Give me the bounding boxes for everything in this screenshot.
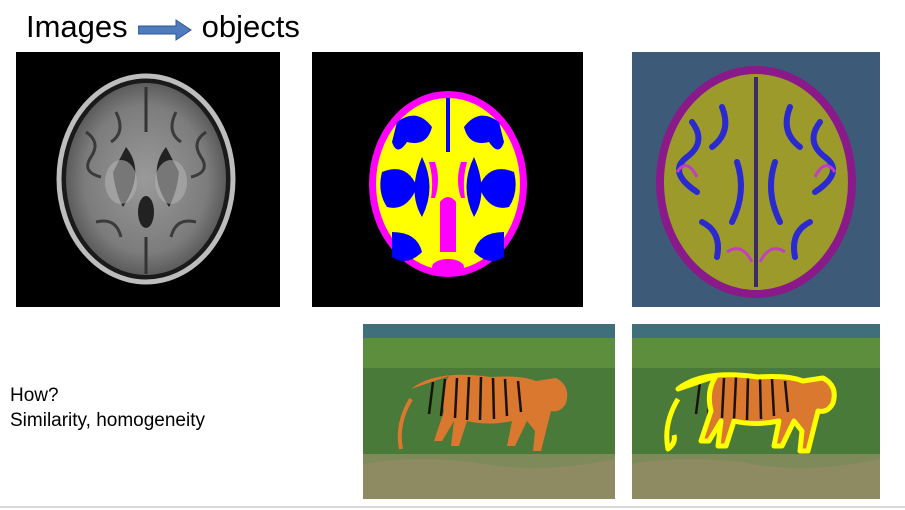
right-arrow-icon [137,15,192,41]
tiger-photo [363,324,615,499]
mri-image [16,52,280,307]
segmentation-image [312,52,583,307]
bottom-divider [0,506,905,508]
brain-3d-render [632,52,880,307]
tiger-outlined-photo [632,324,880,499]
caption-criteria: Similarity, homogeneity [10,410,206,431]
title-objects: objects [201,8,300,44]
caption-question: How? [10,385,59,406]
caption: How? Similarity, homogeneity [10,383,205,433]
title-images: Images [26,8,128,44]
slide-title: Images objects [26,4,300,48]
